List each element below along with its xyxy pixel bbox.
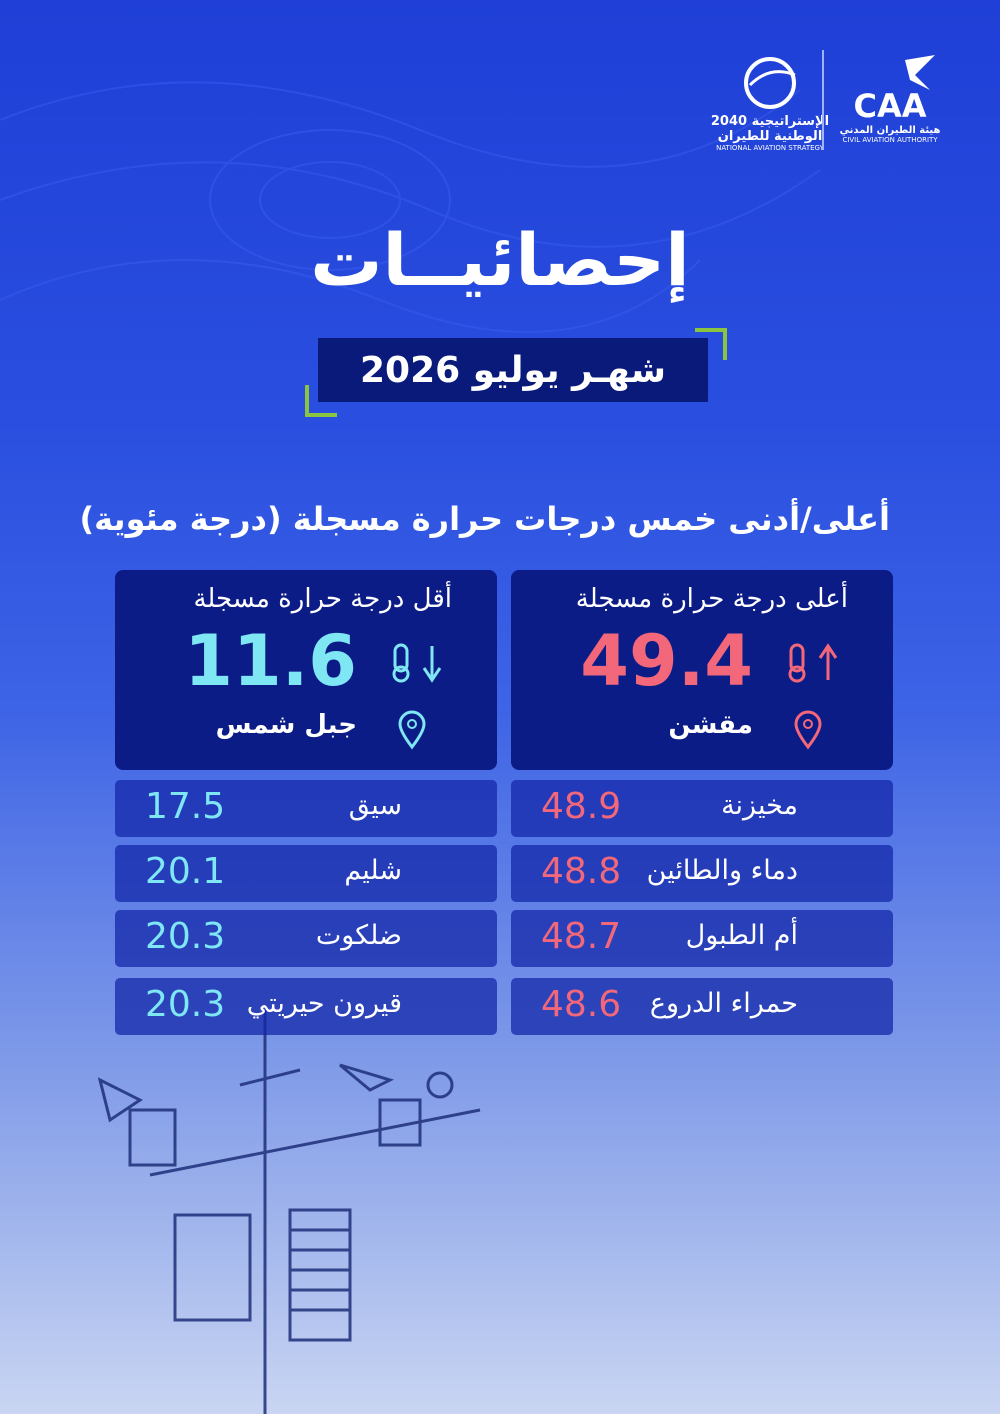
card-label: أعلى درجة حرارة مسجلة [575, 584, 848, 614]
station-row: أم الطبول 48.7 [511, 910, 893, 967]
strategy-icon [744, 57, 796, 109]
caa-logo: CAA هيئة الطيران المدني CIVIL AVIATION A… [830, 55, 950, 144]
up-icon [788, 643, 838, 683]
card-value: 11.6 [184, 620, 357, 702]
corner-accent [695, 328, 727, 360]
station-row: سيق 17.5 [115, 780, 497, 837]
station-name: قيرون حيريتي [246, 988, 402, 1019]
station-row: ضلكوت 20.3 [115, 910, 497, 967]
station-name: أم الطبول [685, 920, 798, 951]
card-location: مقشن [668, 710, 753, 740]
station-value: 20.3 [145, 916, 226, 957]
highest-card: أعلى درجة حرارة مسجلة 49.4 مقشن [511, 570, 893, 770]
card-value: 49.4 [580, 620, 753, 702]
station-name: دماء والطائين [646, 855, 798, 886]
title: إحصائيــات [310, 218, 690, 302]
station-name: مخيزنة [721, 790, 798, 821]
station-value: 48.7 [541, 916, 622, 957]
strategy-name: الإستراتيجية 2040 [710, 114, 830, 129]
station-name: شليم [344, 855, 402, 886]
logo-divider [822, 50, 824, 150]
station-row: حمراء الدروع 48.6 [511, 978, 893, 1035]
station-row: مخيزنة 48.9 [511, 780, 893, 837]
pin-icon [794, 710, 822, 750]
station-name: سيق [348, 790, 402, 821]
station-value: 48.9 [541, 786, 622, 827]
caa-name: هيئة الطيران المدني [839, 125, 941, 136]
subtitle: شهـر يوليو 2026 [318, 338, 708, 402]
caa-acronym: CAA [853, 87, 927, 125]
caa-icon [905, 55, 935, 90]
card-label: أقل درجة حرارة مسجلة [193, 584, 452, 614]
section-heading: أعلى/أدنى خمس درجات حرارة مسجلة (درجة مئ… [79, 500, 890, 538]
station-value: 20.3 [145, 984, 226, 1025]
corner-accent [305, 385, 337, 417]
strategy-english: NATIONAL AVIATION STRATEGY [716, 144, 824, 152]
station-row: دماء والطائين 48.8 [511, 845, 893, 902]
card-location: جبل شمس [215, 710, 357, 740]
station-row: قيرون حيريتي 20.3 [115, 978, 497, 1035]
station-value: 20.1 [145, 851, 226, 892]
station-value: 48.6 [541, 984, 622, 1025]
strategy-logo: الإستراتيجية 2040 الوطنية للطيران NATION… [700, 55, 840, 152]
station-row: شليم 20.1 [115, 845, 497, 902]
pin-icon [398, 710, 426, 750]
station-name: حمراء الدروع [649, 988, 798, 1019]
station-value: 17.5 [145, 786, 226, 827]
lowest-card: أقل درجة حرارة مسجلة 11.6 جبل شمس [115, 570, 497, 770]
caa-english: CIVIL AVIATION AUTHORITY [842, 136, 938, 144]
station-value: 48.8 [541, 851, 622, 892]
strategy-name: الوطنية للطيران [717, 129, 823, 144]
station-name: ضلكوت [315, 920, 402, 951]
down-icon [392, 643, 442, 683]
